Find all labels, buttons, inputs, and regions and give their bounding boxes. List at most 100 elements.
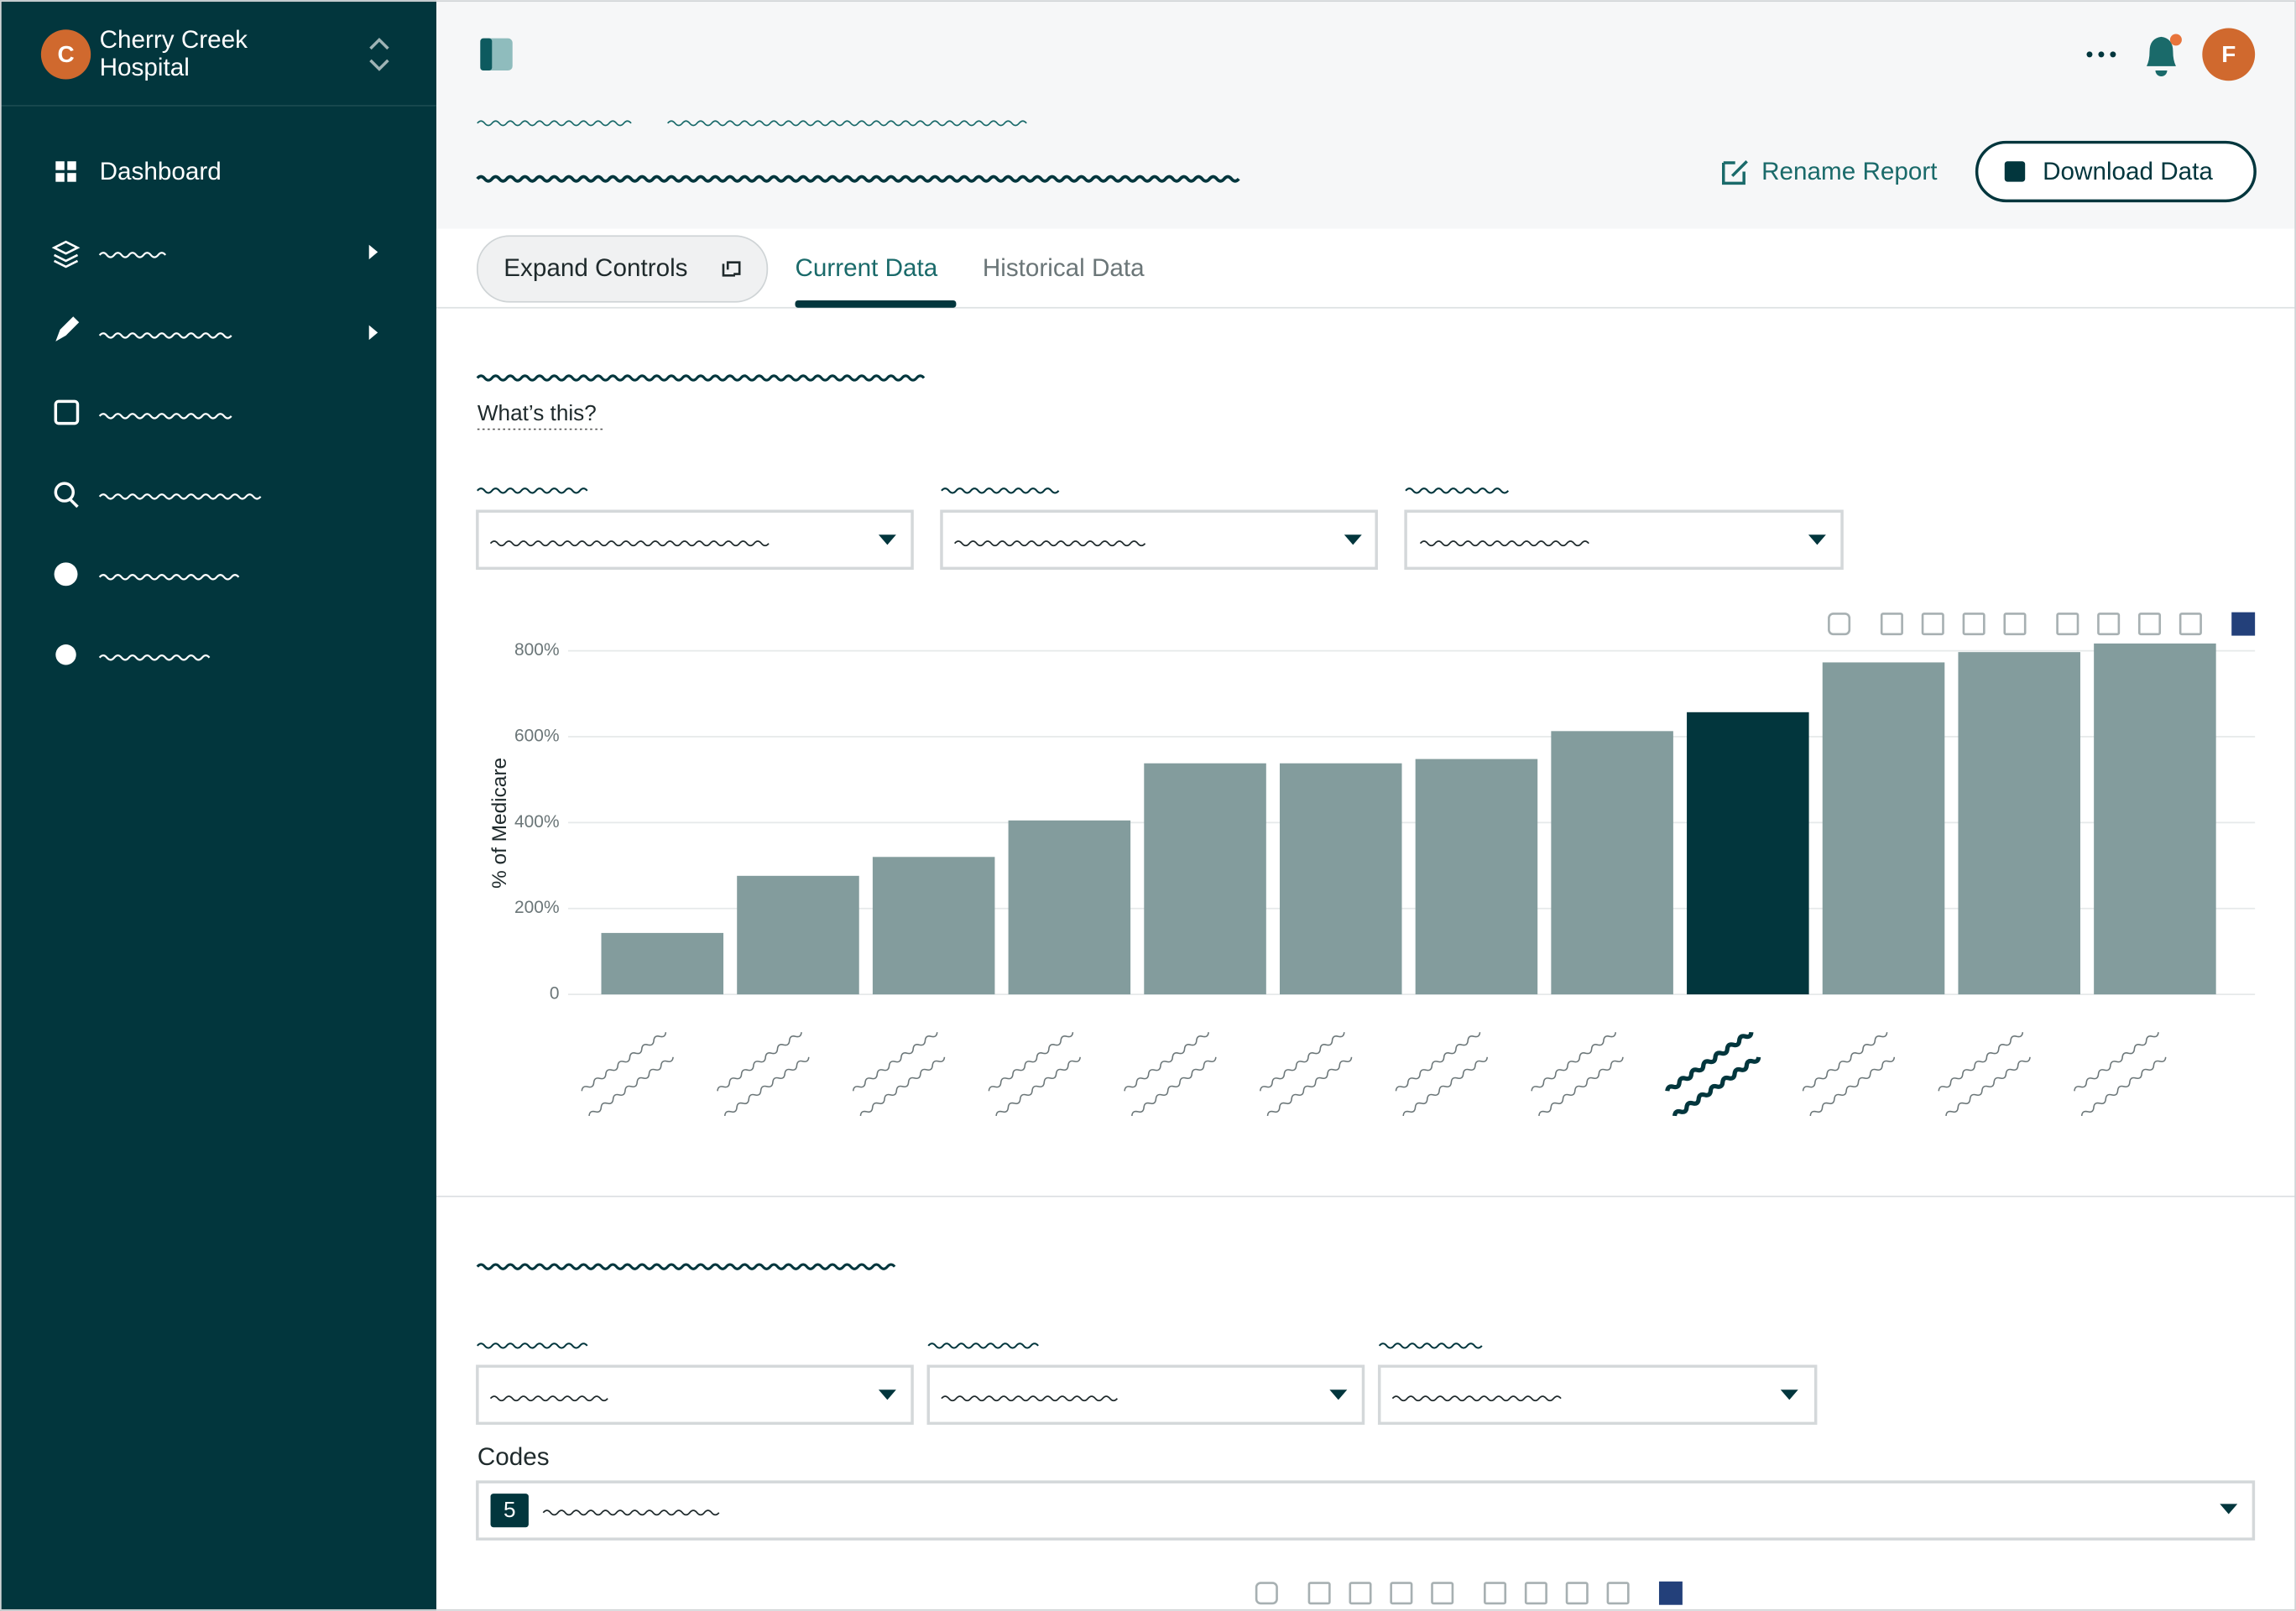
icon: [55, 316, 80, 341]
y-tick-label: 600%: [514, 727, 560, 746]
toolbar-button: [2179, 613, 2202, 636]
redacted-text: [98, 252, 167, 258]
redacted-text: [98, 332, 232, 339]
bar: [737, 875, 859, 995]
download-button[interactable]: [1975, 140, 2257, 203]
bar: [1551, 731, 1673, 995]
tab[interactable]: Historical Data: [983, 254, 1145, 282]
redacted-text: [98, 413, 232, 420]
redacted-text: [1378, 1342, 1483, 1349]
toolbar-button: [1880, 613, 1903, 636]
rename-report[interactable]: Rename Report: [1761, 158, 1938, 185]
toolbar-button: [2003, 613, 2027, 636]
help-link[interactable]: What’s this?: [477, 400, 597, 425]
toolbar-button: [1255, 1582, 1278, 1605]
icon: [54, 399, 80, 425]
plot-toolbar[interactable]: [1828, 612, 2256, 636]
redacted-text: [954, 540, 1146, 547]
redacted-text: [477, 1342, 588, 1349]
panel-toggle-part: [480, 38, 493, 71]
redacted-text: [1531, 1032, 1616, 1092]
dropdown[interactable]: [476, 1480, 2256, 1541]
redacted-text: [1395, 1032, 1481, 1092]
sidebar: [0, 0, 436, 1611]
y-tick-label: 0: [550, 984, 560, 1004]
dropdown[interactable]: [476, 509, 914, 571]
y-tick-label: 400%: [514, 812, 560, 832]
nav-item[interactable]: Dashboard: [100, 158, 222, 185]
redacted-text: [927, 1342, 1039, 1349]
toolbar-button: [1828, 613, 1851, 636]
redacted-text: [476, 374, 926, 382]
bar: [601, 932, 724, 995]
toolbar-button: [2097, 613, 2121, 636]
icon: [67, 161, 76, 170]
org-name: Cherry Creek: [100, 26, 248, 54]
y-tick-label: 800%: [514, 640, 560, 660]
redacted-text: [98, 493, 262, 500]
more-menu[interactable]: [2086, 51, 2116, 58]
user-initial: F: [2221, 41, 2236, 67]
redacted-text: [995, 1056, 1081, 1117]
redacted-text: [988, 1032, 1074, 1092]
plot-toolbar[interactable]: [1255, 1581, 1683, 1605]
redacted-text: [477, 487, 588, 494]
icon: [55, 161, 65, 170]
expand-controls[interactable]: [476, 235, 769, 303]
bar: [1144, 763, 1266, 995]
toolbar-button: [1565, 1582, 1589, 1605]
redacted-text: [717, 1032, 802, 1092]
redacted-text: [476, 175, 1240, 183]
redacted-text: [1538, 1056, 1624, 1117]
redacted-text: [859, 1056, 946, 1117]
dropdown[interactable]: [926, 1364, 1365, 1426]
download-label: Download Data: [2043, 158, 2213, 185]
org-switch[interactable]: [369, 37, 389, 71]
org-avatar[interactable]: [40, 29, 91, 80]
notifications[interactable]: [2147, 36, 2176, 77]
redacted-text: [2080, 1056, 2167, 1117]
toolbar-button: [2137, 613, 2162, 636]
nav-expand[interactable]: [368, 244, 378, 341]
org-name: Hospital: [100, 54, 190, 81]
y-tick-label: 200%: [514, 898, 560, 917]
toolbar-button: [1962, 613, 1986, 636]
redacted-text: [2074, 1032, 2159, 1092]
redacted-text: [1405, 487, 1510, 494]
dropdown[interactable]: [476, 1364, 914, 1426]
toolbar-button: [1658, 1581, 1683, 1605]
dropdown[interactable]: [1377, 1364, 1818, 1426]
toolbar-button: [2056, 613, 2079, 636]
icon: [55, 644, 76, 665]
redacted-text: [1945, 1056, 2031, 1117]
redacted-text: [667, 120, 1027, 127]
icon: [51, 240, 81, 268]
redacted-text: [1672, 1056, 1761, 1117]
bar: [1008, 820, 1131, 995]
bar: [872, 857, 995, 995]
rename-icon: [1722, 160, 1748, 185]
redacted-text: [1391, 1395, 1562, 1402]
expand-label: Expand Controls: [504, 254, 687, 282]
user-avatar[interactable]: [2202, 28, 2256, 81]
bar: [2094, 643, 2216, 995]
bar: [1415, 759, 1538, 995]
tab-underline: [795, 300, 957, 308]
redacted-text: [1938, 1032, 2024, 1092]
bar: [1687, 712, 1809, 995]
codes-label: Codes: [477, 1443, 550, 1471]
dropdown[interactable]: [940, 509, 1378, 571]
redacted-text: [1266, 1056, 1353, 1117]
redacted-text: [1419, 540, 1589, 547]
redacted-text: [941, 487, 1060, 494]
redacted-text: [98, 574, 240, 581]
notification-dot: [2169, 34, 2182, 46]
redacted-text: [477, 120, 632, 127]
redacted-text: [98, 654, 211, 661]
redacted-text: [588, 1056, 674, 1117]
tab[interactable]: Current Data: [795, 254, 937, 282]
codes-badge: [490, 1494, 529, 1528]
toolbar-button: [1606, 1582, 1630, 1605]
dropdown[interactable]: [1404, 509, 1844, 571]
redacted-text: [489, 540, 770, 547]
